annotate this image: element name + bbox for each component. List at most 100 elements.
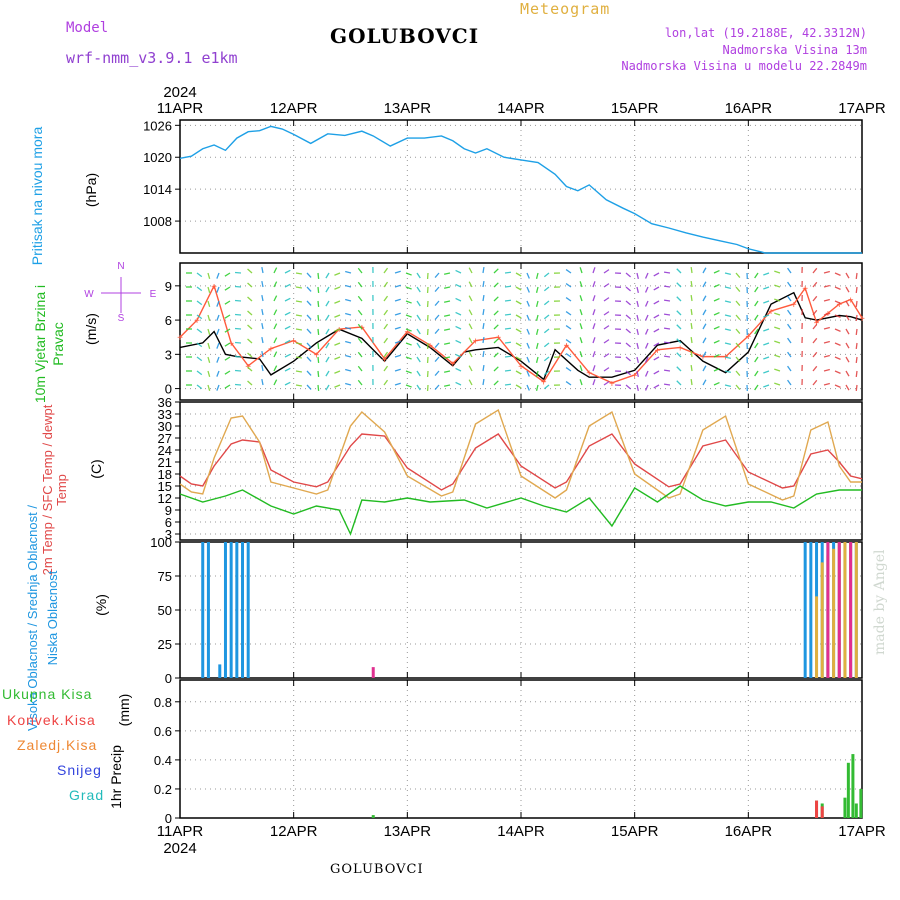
wind-barb (724, 384, 731, 387)
gust-marker: + (768, 307, 774, 318)
wind-barb (504, 327, 512, 330)
gust-marker: + (211, 282, 217, 293)
wind-barb (196, 342, 203, 348)
wind-barb (535, 370, 539, 377)
wind-barb (603, 283, 610, 288)
wind-barb (845, 370, 850, 377)
wind-barb (334, 370, 341, 374)
wind-barb (812, 295, 818, 302)
wind-barb (579, 295, 583, 302)
wind-barb (754, 342, 759, 349)
wind-barb (357, 351, 363, 358)
wind-barb (434, 314, 440, 320)
wind-barb (493, 296, 499, 302)
wind-barb (774, 284, 781, 288)
gust-marker: + (609, 379, 615, 390)
wind-barb (543, 356, 550, 362)
wind-barb (713, 353, 720, 358)
gust-marker: + (194, 316, 200, 327)
wind-barb (482, 364, 485, 372)
wind-barb (334, 300, 341, 304)
wind-barb (823, 368, 830, 372)
wind-barb (592, 365, 596, 372)
wind-barb (754, 356, 759, 363)
bar-visoka-oblacnost (229, 542, 233, 678)
wind-barb (345, 298, 352, 302)
wind-barb (690, 336, 693, 344)
wind-barb (234, 313, 242, 316)
wind-barb (603, 381, 610, 386)
wind-barb (261, 378, 264, 386)
wind-barb (306, 370, 312, 376)
wind-barb (735, 314, 741, 321)
wind-barb (247, 366, 253, 372)
wind-barb (676, 380, 682, 386)
bar-ukupna-kisa (854, 803, 858, 818)
wind-barb (317, 356, 320, 364)
wind-barb (823, 326, 830, 330)
wind-barb (383, 267, 389, 274)
wind-barb (207, 342, 211, 349)
wind-barb (504, 369, 512, 372)
y-tick-label: 15 (158, 479, 172, 494)
wind-barb (306, 286, 312, 292)
wind-barb (196, 356, 203, 362)
wind-barb (526, 272, 530, 279)
wind-barb (207, 328, 211, 335)
wind-barb (625, 286, 632, 292)
wind-barb (383, 351, 389, 358)
wind-barb (273, 365, 278, 372)
gust-marker: + (654, 346, 660, 357)
wind-barb (334, 286, 341, 290)
wind-barb (196, 328, 203, 334)
wind-barb (325, 286, 330, 293)
wind-barb (625, 272, 632, 278)
wind-barb (735, 272, 741, 279)
wind-barb (636, 314, 639, 321)
wind-barb (735, 384, 741, 391)
wind-barb (405, 370, 412, 374)
model-label: Model (66, 20, 109, 36)
bar-ukupna-kisa (851, 754, 855, 818)
wind-barb (207, 356, 211, 363)
wind-barb (592, 351, 596, 358)
wind-barb (345, 284, 352, 288)
wind-barb (724, 300, 731, 303)
wind-barb (196, 300, 203, 306)
wind-barb (493, 282, 499, 288)
wind-barb (325, 300, 330, 307)
wind-barb (543, 384, 550, 390)
wind-barb (690, 266, 693, 274)
bar-visoka-oblacnost (241, 542, 245, 678)
y-tick-label: 21 (158, 455, 172, 470)
wind-barb (416, 272, 421, 279)
wind-barb (526, 384, 530, 391)
wind-barb (357, 323, 363, 330)
wind-barb (663, 355, 671, 358)
wind-barb (443, 342, 451, 345)
wind-barb (526, 328, 530, 335)
wind-barb (234, 285, 242, 288)
wind-barb (416, 384, 421, 391)
wind-barb (482, 336, 485, 344)
wind-barb (676, 282, 682, 288)
wind-barb (216, 356, 220, 363)
wind-barb (812, 281, 818, 288)
wind-barb (515, 356, 522, 361)
wind-barb (834, 328, 841, 332)
bar-niska-oblacnost (826, 542, 830, 678)
wind-barb (295, 314, 303, 317)
wind-barb (812, 267, 818, 274)
wind-barb (834, 356, 841, 360)
wind-barb (787, 281, 792, 288)
wind-barb (515, 370, 522, 375)
wind-barb (261, 266, 264, 274)
wind-barb (317, 272, 320, 280)
x-label-top: 14APR (497, 100, 545, 117)
wind-barb (405, 356, 412, 360)
wind-barb (416, 342, 421, 349)
wind-barb (543, 370, 550, 376)
gust-marker: + (859, 314, 865, 325)
wind-barb (284, 367, 291, 372)
wind-barb (394, 326, 401, 330)
